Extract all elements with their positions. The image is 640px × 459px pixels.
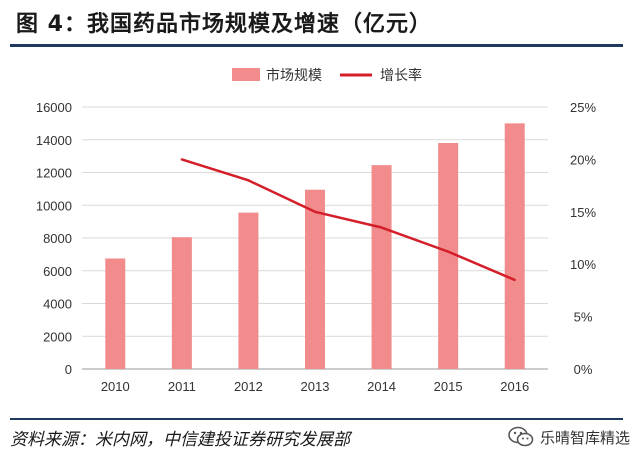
bar: [305, 189, 325, 369]
right-axis-ticks: 0% 5% 10% 15% 20% 25%: [570, 100, 596, 377]
y-tick-label: 10000: [36, 198, 72, 213]
bar: [371, 165, 392, 369]
source-note: 资料来源：米内网，中信建投证券研究发展部: [10, 430, 350, 450]
x-tick-label: 2016: [500, 379, 529, 394]
bar: [171, 237, 192, 369]
line-series: [180, 158, 516, 282]
x-tick-label: 2015: [434, 379, 463, 394]
y-tick-label: 14000: [36, 133, 72, 148]
legend-swatch-bar: [232, 68, 260, 81]
legend-label-bar: 市场规模: [266, 67, 322, 83]
y-tick-label: 16000: [36, 100, 72, 115]
y-tick-label: 8000: [43, 231, 72, 246]
source-divider: [10, 418, 623, 420]
y-tick-label: 12000: [36, 166, 72, 181]
line-point: [313, 210, 317, 213]
left-axis-ticks: 0 2000 4000 6000 8000 10000 12000 14000 16000: [36, 100, 72, 377]
line-point: [180, 158, 184, 161]
watermark: 乐晴智库精选: [508, 426, 630, 448]
wechat-icon: [508, 426, 534, 447]
figure-title: 图 4：我国药品市场规模及增速（亿元）: [16, 12, 432, 37]
y2-tick-label: 25%: [570, 100, 596, 115]
y2-tick-label: 0%: [574, 362, 593, 377]
x-axis-ticks: 2010 2011 2012 2013 2014 2015 2016: [101, 379, 529, 394]
line-point: [247, 179, 250, 182]
title-divider: [10, 44, 623, 47]
y2-tick-label: 15%: [570, 205, 596, 220]
bar-series: [105, 123, 525, 369]
legend: 市场规模 增长率: [232, 67, 422, 83]
x-tick-label: 2011: [168, 379, 196, 394]
y2-tick-label: 10%: [570, 257, 596, 272]
y2-tick-label: 20%: [570, 152, 596, 167]
x-tick-label: 2014: [367, 379, 396, 394]
bar: [438, 143, 459, 369]
x-tick-label: 2010: [101, 379, 130, 394]
y-tick-label: 6000: [43, 264, 72, 279]
y-tick-label: 2000: [43, 329, 72, 344]
x-tick-label: 2013: [301, 379, 330, 394]
y-tick-label: 0: [65, 362, 72, 377]
growth-line: [181, 158, 516, 282]
y-tick-label: 4000: [43, 297, 72, 312]
line-point: [380, 226, 383, 229]
x-tick-label: 2012: [234, 379, 263, 394]
bar: [238, 212, 259, 369]
line-point: [446, 250, 450, 253]
bar: [105, 258, 126, 369]
line-point: [513, 278, 516, 282]
y2-tick-label: 5%: [574, 310, 593, 325]
bar: [504, 123, 525, 369]
watermark-text: 乐晴智库精选: [539, 428, 630, 447]
legend-label-line: 增长率: [380, 67, 422, 83]
